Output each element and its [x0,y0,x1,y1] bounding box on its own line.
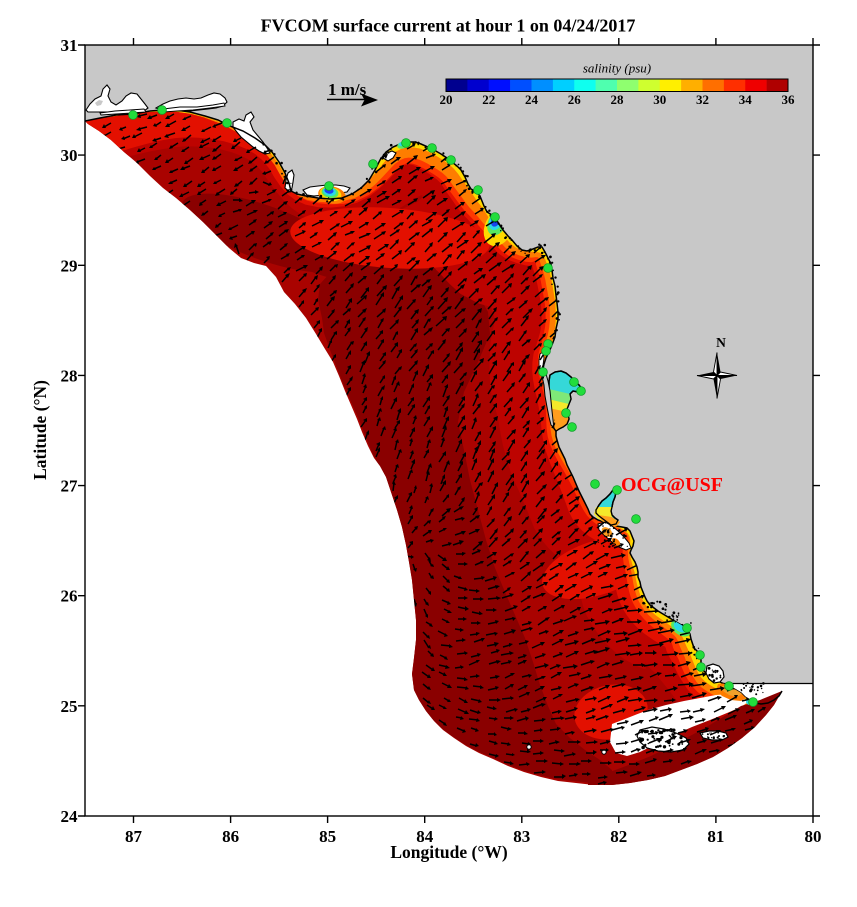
svg-text:24: 24 [61,807,79,826]
svg-text:28: 28 [611,92,625,107]
svg-text:1 m/s: 1 m/s [328,80,367,99]
svg-text:80: 80 [805,827,822,846]
svg-text:N: N [716,335,726,350]
svg-text:83: 83 [513,827,530,846]
svg-text:85: 85 [319,827,336,846]
svg-text:81: 81 [707,827,724,846]
svg-text:Latitude (°N): Latitude (°N) [30,380,50,480]
svg-text:Longitude (°W): Longitude (°W) [390,842,508,862]
svg-text:24: 24 [525,92,539,107]
svg-text:87: 87 [125,827,143,846]
svg-text:36: 36 [782,92,796,107]
svg-text:31: 31 [61,36,78,55]
svg-text:30: 30 [653,92,666,107]
svg-text:30: 30 [61,146,78,165]
svg-text:25: 25 [61,697,78,716]
svg-text:32: 32 [696,92,709,107]
svg-text:82: 82 [610,827,627,846]
svg-text:OCG@USF: OCG@USF [621,474,723,496]
svg-text:26: 26 [61,587,78,606]
svg-text:29: 29 [61,256,78,275]
svg-text:20: 20 [440,92,453,107]
svg-text:salinity (psu): salinity (psu) [583,61,651,76]
svg-text:34: 34 [739,92,753,107]
svg-text:FVCOM surface current at hour: FVCOM surface current at hour 1 on 04/24… [261,16,636,36]
svg-text:86: 86 [222,827,239,846]
svg-text:26: 26 [568,92,582,107]
svg-text:28: 28 [61,366,78,385]
svg-text:22: 22 [482,92,495,107]
svg-text:84: 84 [416,827,434,846]
svg-text:27: 27 [61,477,79,496]
